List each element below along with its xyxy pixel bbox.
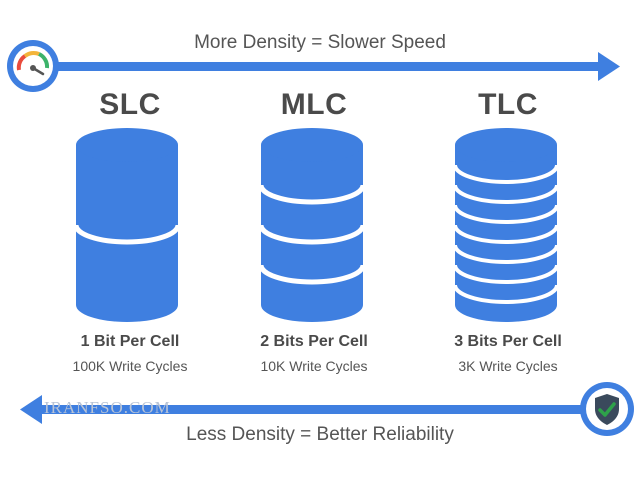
bits-per-cell-slc: 1 Bit Per Cell [80,333,180,350]
cylinder-body [76,145,178,322]
speed-arrow-head [598,52,620,81]
cylinder-layer-divider [453,264,559,284]
cylinder-layer-divider [453,284,559,304]
watermark: IRANFSO.COM [44,398,171,417]
cylinder-layer-divider [453,164,559,184]
speedometer-icon [7,40,59,92]
mlc-cylinder-icon [259,128,366,322]
bits-per-cell-mlc: 2 Bits Per Cell [260,333,368,350]
cylinder-top [261,128,363,162]
cylinder-body [261,145,363,322]
speed-arrow-shaft [30,62,605,71]
cylinder-layer-divider [259,184,366,205]
top-caption: More Density = Slower Speed [194,32,446,53]
cylinder-layer-divider [453,184,559,204]
cylinder-layer-divider [453,204,559,224]
slc-cylinder-icon [74,128,181,322]
cylinder-layer-divider [453,224,559,244]
cell-type-tlc: TLC [478,88,538,121]
reliability-arrow-shaft [35,405,605,414]
bottom-caption: Less Density = Better Reliability [186,424,454,445]
cylinder-layer-divider [259,224,366,245]
cylinder-top [76,128,178,162]
cylinder-layer-divider [259,264,366,285]
write-cycles-slc: 100K Write Cycles [72,358,188,374]
cell-type-mlc: MLC [280,88,348,121]
cylinder-layer-divider [74,224,181,245]
cylinder-top [455,128,557,162]
cell-type-slc: SLC [99,88,161,121]
write-cycles-mlc: 10K Write Cycles [260,358,368,374]
tlc-cylinder-icon [453,128,559,322]
shield-check-icon [580,382,634,436]
cylinder-layer-divider [453,244,559,264]
bits-per-cell-tlc: 3 Bits Per Cell [454,333,562,350]
reliability-arrow-head [20,395,42,424]
write-cycles-tlc: 3K Write Cycles [458,358,558,374]
